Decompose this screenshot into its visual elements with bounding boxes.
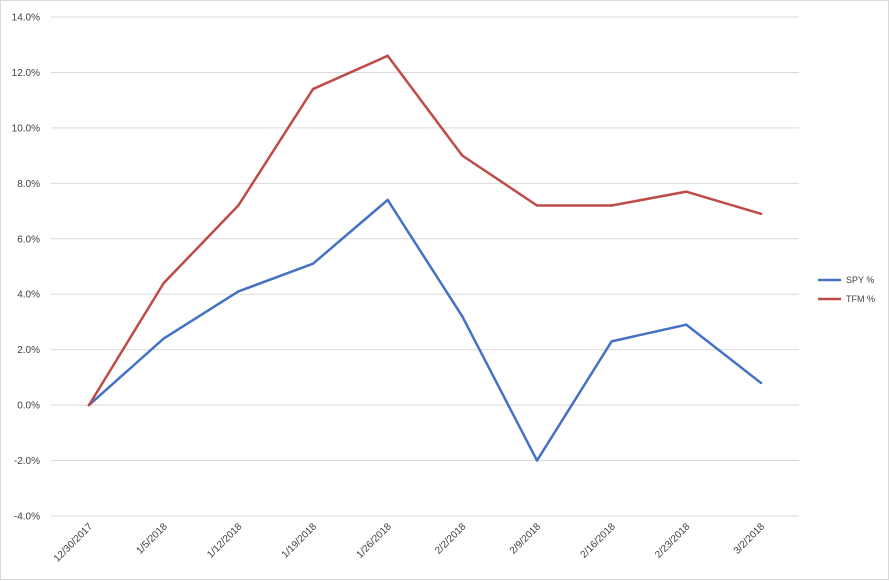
data-point <box>685 323 688 326</box>
x-tick-label: 1/12/2018 <box>205 521 245 561</box>
y-axis-tick-labels: 14.0% 12.0% 10.0% 8.0% 6.0% 4.0% 2.0% 0.0% -2.0%… <box>12 13 40 523</box>
data-point <box>311 87 315 91</box>
data-point <box>386 198 389 202</box>
data-point <box>237 204 240 207</box>
data-point <box>162 281 165 285</box>
data-point <box>461 315 464 318</box>
data-point <box>386 54 389 58</box>
x-tick-label: 2/2/2018 <box>433 521 469 557</box>
y-tick-label: -4.0% <box>14 512 40 523</box>
series-line-1 <box>87 54 763 407</box>
legend-label: SPY % <box>846 275 874 285</box>
x-tick-label: 1/26/2018 <box>355 521 395 561</box>
gridlines <box>51 16 799 517</box>
data-point <box>87 403 91 407</box>
data-point <box>535 459 539 462</box>
data-point <box>237 290 240 293</box>
data-point <box>461 154 464 157</box>
y-tick-label: 12.0% <box>12 68 40 79</box>
x-tick-label: 2/23/2018 <box>653 521 693 561</box>
series-line-0 <box>87 198 763 462</box>
series-lines <box>87 54 763 462</box>
y-tick-label: 0.0% <box>17 401 40 412</box>
data-point <box>535 204 539 207</box>
y-tick-label: 8.0% <box>17 179 40 190</box>
x-tick-label: 2/16/2018 <box>579 521 619 561</box>
data-point <box>162 337 165 340</box>
data-point <box>311 262 315 265</box>
y-tick-label: 10.0% <box>12 123 40 134</box>
x-tick-label: 1/5/2018 <box>134 521 170 557</box>
y-tick-label: 4.0% <box>17 290 40 301</box>
data-point <box>759 381 763 385</box>
x-tick-label: 12/30/2017 <box>52 521 95 564</box>
y-tick-label: -2.0% <box>14 456 40 467</box>
x-axis-tick-labels: 12/30/2017 1/5/2018 1/12/2018 1/19/2018 1/26… <box>52 521 767 564</box>
data-point <box>610 340 613 343</box>
legend-label: TFM % <box>846 294 875 304</box>
legend: SPY % TFM % <box>818 275 875 304</box>
y-tick-label: 2.0% <box>17 345 40 356</box>
x-tick-label: 2/9/2018 <box>508 521 544 557</box>
y-tick-label: 14.0% <box>12 13 40 24</box>
data-point <box>759 212 763 216</box>
x-tick-label: 1/19/2018 <box>280 521 320 561</box>
y-tick-label: 6.0% <box>17 234 40 245</box>
x-tick-label: 3/2/2018 <box>732 521 768 557</box>
data-point <box>685 190 688 193</box>
data-point <box>610 204 613 207</box>
